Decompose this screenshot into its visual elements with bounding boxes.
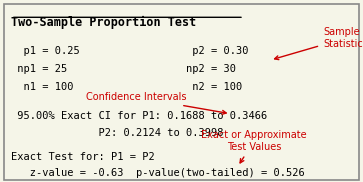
Text: P2: 0.2124 to 0.3998: P2: 0.2124 to 0.3998 [11, 128, 223, 138]
Text: 95.00% Exact CI for P1: 0.1688 to 0.3466: 95.00% Exact CI for P1: 0.1688 to 0.3466 [11, 112, 267, 121]
Text: Two-Sample Proportion Test: Two-Sample Proportion Test [11, 16, 196, 29]
Text: Confidence Intervals: Confidence Intervals [86, 92, 226, 114]
Text: n1 = 100                   n2 = 100: n1 = 100 n2 = 100 [11, 82, 242, 92]
FancyBboxPatch shape [4, 4, 359, 180]
Text: Sample
Statistics: Sample Statistics [274, 27, 363, 60]
Text: Exact or Approximate
Test Values: Exact or Approximate Test Values [201, 130, 307, 163]
Text: np1 = 25                   np2 = 30: np1 = 25 np2 = 30 [11, 64, 236, 74]
Text: Exact Test for: P1 = P2: Exact Test for: P1 = P2 [11, 152, 155, 161]
Text: p1 = 0.25                  p2 = 0.30: p1 = 0.25 p2 = 0.30 [11, 46, 248, 56]
Text: z-value = -0.63  p-value(two-tailed) = 0.526: z-value = -0.63 p-value(two-tailed) = 0.… [11, 168, 305, 178]
